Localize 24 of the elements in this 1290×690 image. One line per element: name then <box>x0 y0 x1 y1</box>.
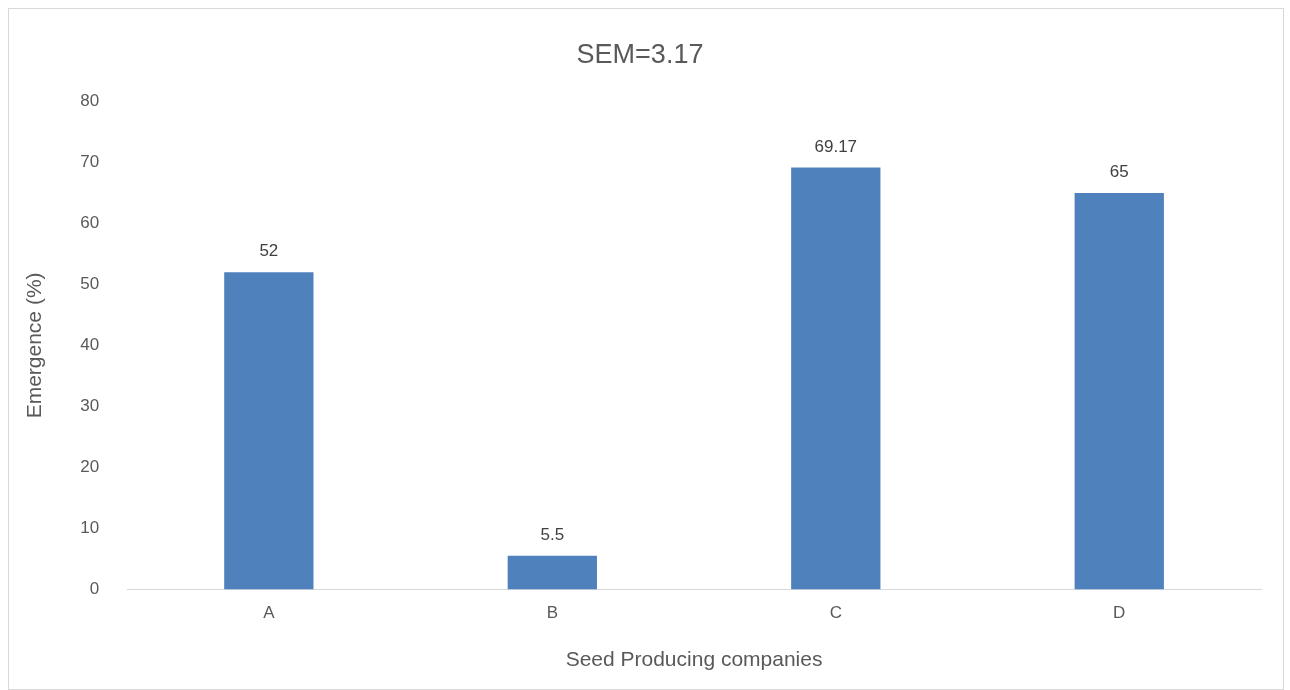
x-tick-label: D <box>1113 603 1126 623</box>
x-tick-label: A <box>263 603 276 623</box>
data-label: 5.5 <box>540 525 565 545</box>
x-tick-label: B <box>546 603 558 623</box>
bar <box>224 272 314 590</box>
chart-title: SEM=3.17 <box>576 38 704 69</box>
data-label: 65 <box>1109 162 1129 182</box>
bar <box>1074 192 1164 590</box>
y-tick-label: 60 <box>80 213 100 233</box>
x-axis-title: Seed Producing companies <box>565 647 823 671</box>
y-tick-label: 80 <box>80 91 100 111</box>
x-tick-label: C <box>829 603 842 623</box>
data-label: 52 <box>259 241 279 261</box>
y-tick-label: 10 <box>80 518 100 538</box>
bar <box>507 555 597 590</box>
y-axis-title: Emergence (%) <box>22 272 46 419</box>
y-tick-label: 20 <box>80 457 100 477</box>
y-tick-label: 0 <box>89 579 100 599</box>
data-label: 69.17 <box>814 136 858 156</box>
y-tick-label: 50 <box>80 274 100 294</box>
bar <box>791 167 881 590</box>
y-tick-label: 40 <box>80 335 100 355</box>
y-tick-label: 70 <box>80 152 100 172</box>
y-tick-label: 30 <box>80 396 100 416</box>
